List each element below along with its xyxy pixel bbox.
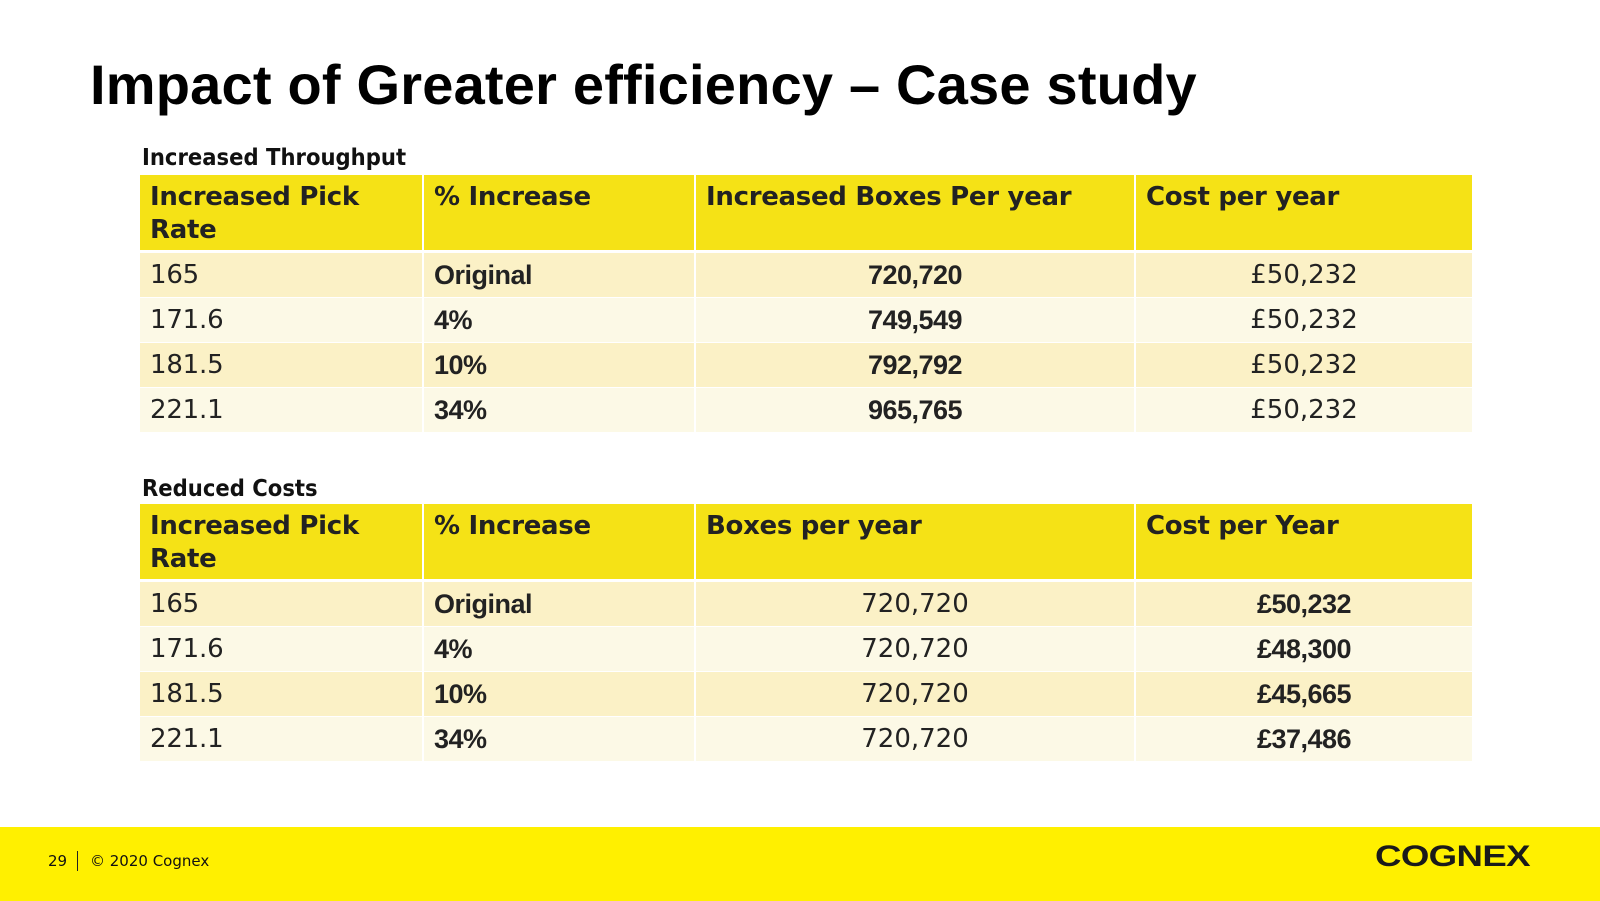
pct-increase-cell: 34% [424,388,696,433]
pick-rate-cell: 165 [140,582,424,627]
slide-title: Impact of Greater efficiency – Case stud… [90,53,1197,116]
pct-increase-cell: 10% [424,343,696,388]
throughput-table: Increased Pick Rate % Increase Increased… [140,175,1472,433]
pick-rate-cell: 181.5 [140,672,424,717]
boxes-cell: 720,720 [696,627,1136,672]
cost-cell: £37,486 [1136,717,1472,762]
header-pick-rate: Increased Pick Rate [140,504,424,582]
header-boxes: Boxes per year [696,504,1136,582]
boxes-cell: 720,720 [696,582,1136,627]
throughput-section-label: Increased Throughput [142,145,407,171]
cost-cell: £50,232 [1136,388,1472,433]
table-row: 165 Original 720,720 £50,232 [140,253,1472,298]
cost-cell: £45,665 [1136,672,1472,717]
header-cost: Cost per Year [1136,504,1472,582]
pick-rate-cell: 171.6 [140,627,424,672]
boxes-cell: 792,792 [696,343,1136,388]
table-row: 171.6 4% 720,720 £48,300 [140,627,1472,672]
pct-increase-cell: 34% [424,717,696,762]
header-pick-rate: Increased Pick Rate [140,175,424,253]
pct-increase-cell: 10% [424,672,696,717]
copyright-text: © 2020 Cognex [90,852,210,870]
throughput-header-row: Increased Pick Rate % Increase Increased… [140,175,1472,253]
costs-section-label: Reduced Costs [142,476,318,502]
boxes-cell: 749,549 [696,298,1136,343]
cost-cell: £50,232 [1136,253,1472,298]
cost-cell: £50,232 [1136,582,1472,627]
pick-rate-cell: 171.6 [140,298,424,343]
table-row: 181.5 10% 792,792 £50,232 [140,343,1472,388]
pick-rate-cell: 221.1 [140,717,424,762]
boxes-cell: 965,765 [696,388,1136,433]
costs-table: Increased Pick Rate % Increase Boxes per… [140,504,1472,762]
cost-cell: £50,232 [1136,343,1472,388]
table-row: 221.1 34% 720,720 £37,486 [140,717,1472,762]
costs-header-row: Increased Pick Rate % Increase Boxes per… [140,504,1472,582]
cost-cell: £48,300 [1136,627,1472,672]
table-row: 171.6 4% 749,549 £50,232 [140,298,1472,343]
footer-divider [77,851,78,871]
header-boxes: Increased Boxes Per year [696,175,1136,253]
table-row: 181.5 10% 720,720 £45,665 [140,672,1472,717]
pct-increase-cell: 4% [424,298,696,343]
page-number: 29 [48,852,68,870]
header-pct-increase: % Increase [424,175,696,253]
pick-rate-cell: 165 [140,253,424,298]
boxes-cell: 720,720 [696,253,1136,298]
boxes-cell: 720,720 [696,672,1136,717]
boxes-cell: 720,720 [696,717,1136,762]
header-pct-increase: % Increase [424,504,696,582]
cognex-logo: COGNEX [1375,840,1531,873]
footer-bar [0,827,1600,901]
pick-rate-cell: 221.1 [140,388,424,433]
pick-rate-cell: 181.5 [140,343,424,388]
pct-increase-cell: Original [424,253,696,298]
pct-increase-cell: 4% [424,627,696,672]
pct-increase-cell: Original [424,582,696,627]
cost-cell: £50,232 [1136,298,1472,343]
table-row: 221.1 34% 965,765 £50,232 [140,388,1472,433]
header-cost: Cost per year [1136,175,1472,253]
table-row: 165 Original 720,720 £50,232 [140,582,1472,627]
